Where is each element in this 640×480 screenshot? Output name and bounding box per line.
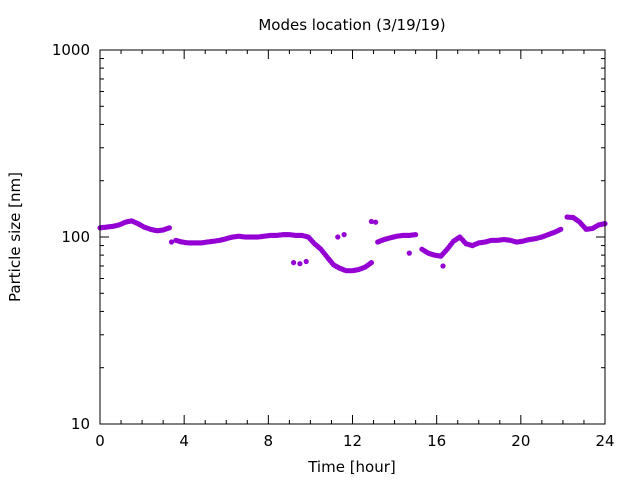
- y-axis-label: Particle size [nm]: [6, 172, 24, 302]
- plot-frame: [99, 49, 606, 425]
- x-tick-label: 24: [595, 432, 614, 450]
- tick-labels: 0 4 8 12 16 20 24 10 100 1000: [52, 41, 615, 450]
- data-point: [166, 225, 172, 231]
- data-point: [303, 258, 309, 265]
- data-point: [558, 226, 564, 232]
- data-point: [440, 263, 446, 269]
- y-tick-label: 100: [61, 228, 90, 246]
- y-tick-label: 10: [71, 415, 90, 433]
- x-tick-label: 20: [511, 432, 530, 450]
- x-axis-label: Time [hour]: [307, 458, 396, 476]
- data-point: [368, 218, 374, 225]
- data-point: [291, 260, 297, 266]
- chart-title: Modes location (3/19/19): [258, 16, 445, 34]
- x-tick-label: 8: [264, 432, 274, 450]
- x-tick-label: 16: [427, 432, 446, 450]
- data-point: [413, 232, 419, 238]
- data-points: [97, 214, 608, 274]
- data-point: [335, 234, 341, 240]
- x-tick-label: 12: [343, 432, 362, 450]
- data-point: [368, 260, 374, 266]
- data-point: [406, 250, 412, 256]
- data-point: [297, 261, 303, 267]
- y-tick-label: 1000: [52, 41, 90, 59]
- data-point: [373, 219, 379, 225]
- x-tick-label: 4: [179, 432, 189, 450]
- x-tick-label: 0: [95, 432, 105, 450]
- data-point: [168, 239, 175, 245]
- data-point: [341, 232, 347, 238]
